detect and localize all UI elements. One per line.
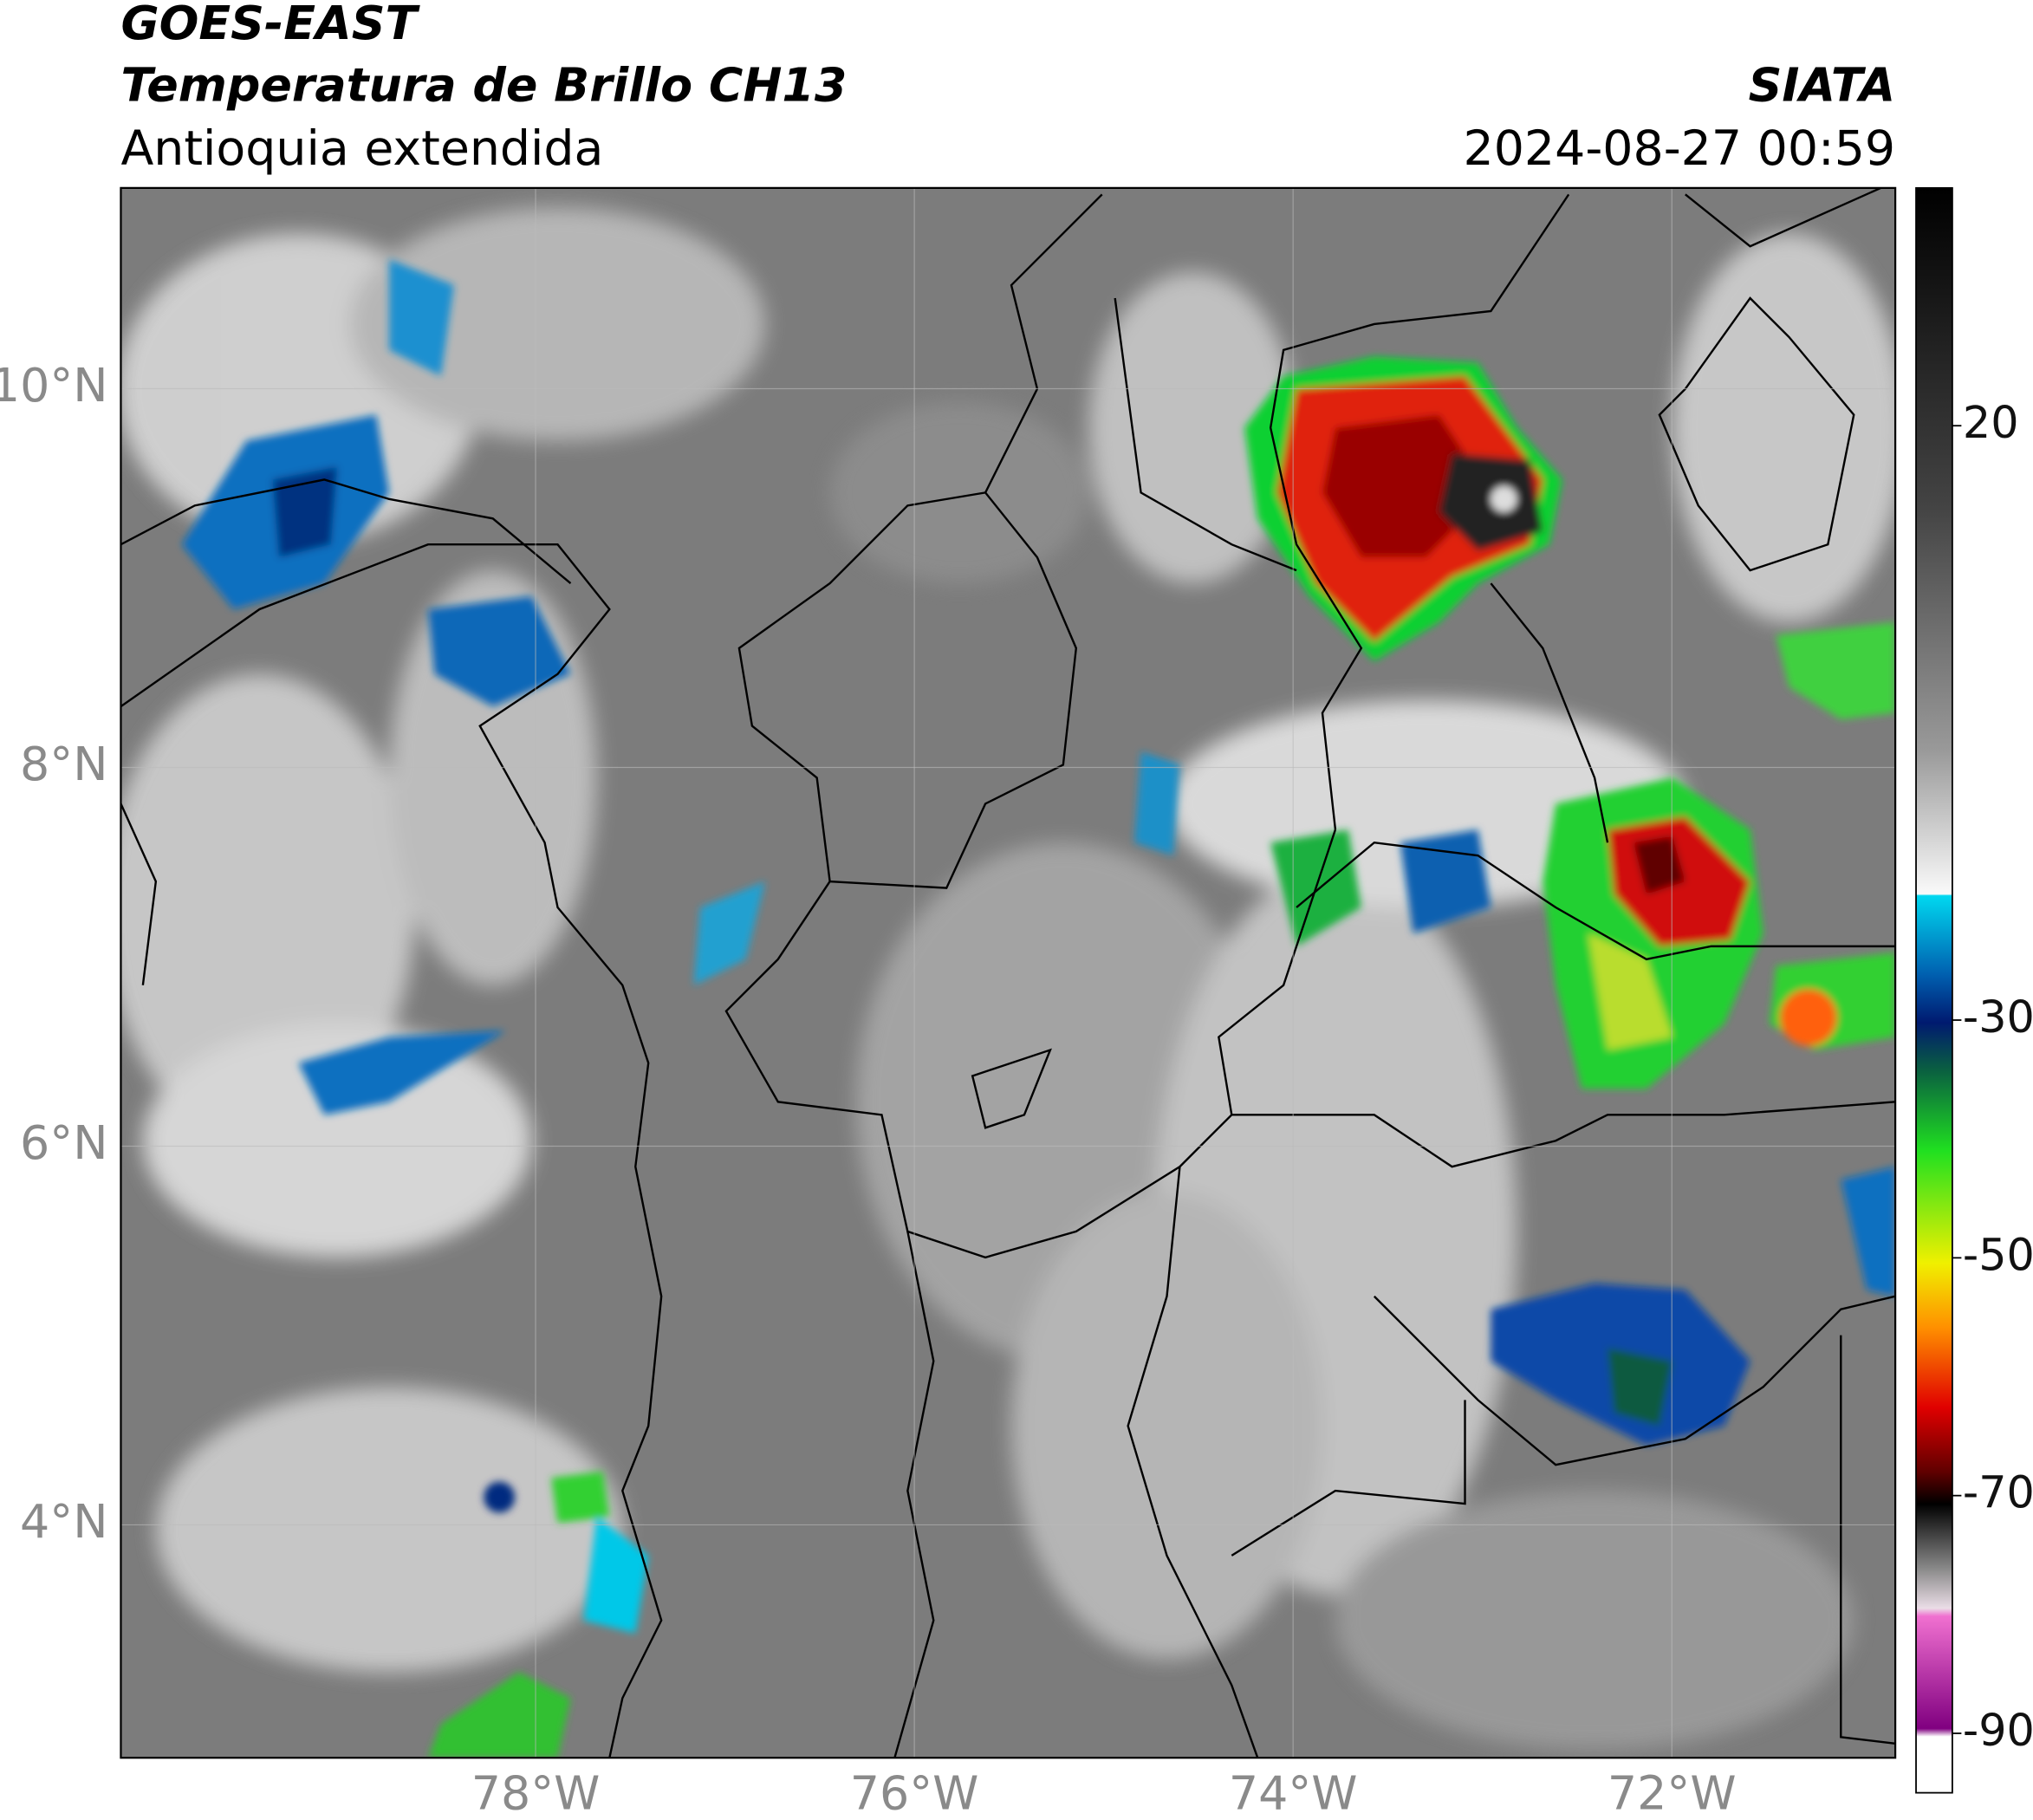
x-tick-label: 78°W xyxy=(471,1766,601,1820)
satellite-image xyxy=(120,187,1896,1758)
subtitle: Temperatura de Brillo CH13 xyxy=(120,58,847,113)
map-frame xyxy=(120,186,1897,1759)
colorbar-tick-label: 20 xyxy=(1963,397,2019,448)
region: Antioquia extendida xyxy=(120,121,603,177)
colorbar-tick-label: -90 xyxy=(1963,1705,2033,1756)
colorbar-tick-label: -30 xyxy=(1963,991,2033,1043)
x-tick-label: 74°W xyxy=(1229,1766,1358,1820)
colorbar-tick-label: -50 xyxy=(1963,1229,2033,1280)
x-tick-label: 76°W xyxy=(850,1766,979,1820)
x-tick-label: 72°W xyxy=(1608,1766,1737,1820)
y-tick-label: 8°N xyxy=(20,737,107,791)
timestamp: 2024-08-27 00:59 xyxy=(1464,121,1896,177)
y-tick-label: 4°N xyxy=(20,1494,107,1549)
y-tick-label: 6°N xyxy=(20,1115,107,1170)
colorbar xyxy=(1915,186,1953,1794)
ticks: 78°W 76°W 74°W 72°W 4°N 6°N 8°N 10°N 20 -30 -50 -70… xyxy=(0,358,2033,1820)
colorbar-tick-label: -70 xyxy=(1963,1467,2033,1518)
grid xyxy=(120,187,1896,1758)
source: SIATA xyxy=(1749,58,1896,113)
title: GOES-EAST xyxy=(120,0,420,50)
y-tick-label: 10°N xyxy=(0,358,107,413)
